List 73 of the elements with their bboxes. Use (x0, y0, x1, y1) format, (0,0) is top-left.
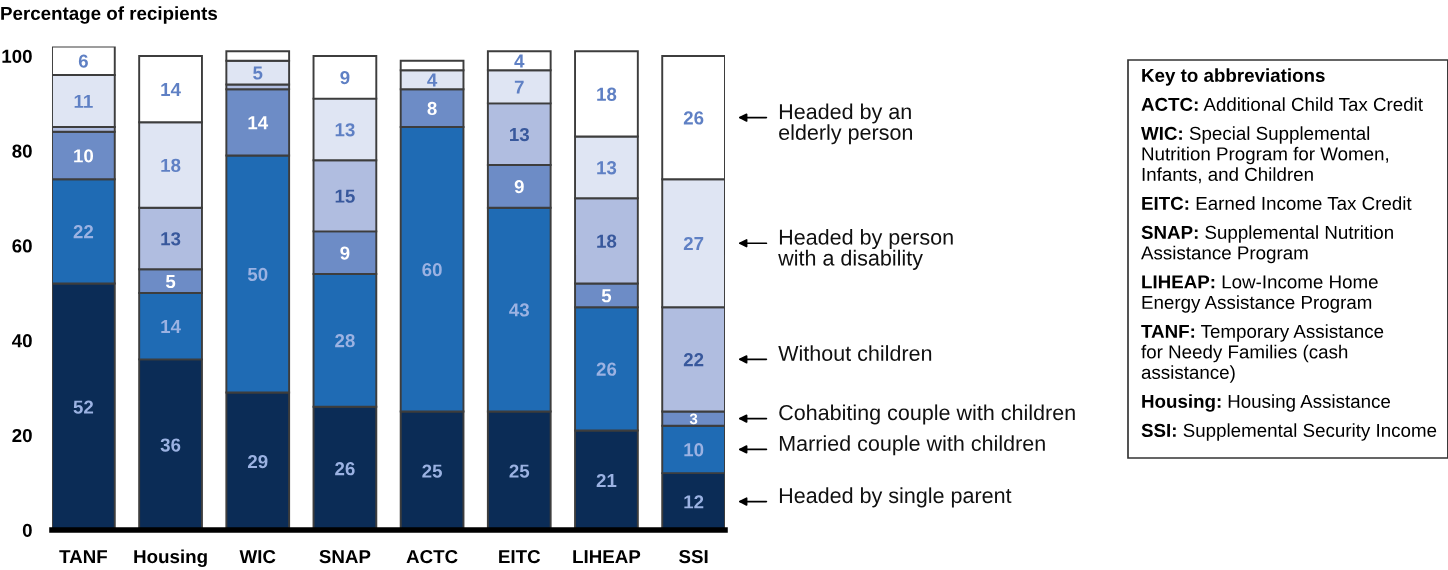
data-label: 9 (514, 180, 524, 194)
data-label: 52 (73, 400, 94, 414)
data-label: 26 (596, 362, 617, 376)
data-label: 14 (161, 83, 181, 96)
y-tick-label: 80 (12, 144, 32, 158)
text: SNAP: Supplemental Nutrition Assistance Program (1141, 225, 1393, 264)
data-label: 21 (596, 473, 617, 488)
x-tick-label: Housing (134, 549, 207, 568)
data-label: 5 (165, 275, 176, 289)
text: Key to abbreviations (1142, 68, 1325, 86)
data-label: 15 (335, 189, 355, 203)
text: Cohabiting couple with children (779, 404, 1075, 425)
data-label: 50 (247, 267, 268, 282)
text: EITC: Earned Income Tax Credit (1142, 196, 1412, 211)
text: LIHEAP: Low-Income Home Energy Assistance Program (1142, 275, 1378, 313)
data-label: 13 (335, 123, 355, 137)
data-label: 12 (684, 495, 704, 509)
data-label: 10 (684, 443, 704, 457)
data-label: 13 (597, 161, 617, 175)
x-tick-label: EITC (499, 549, 541, 564)
text: Headed by an elderly person (779, 103, 912, 145)
x-tick-label: ACTC (406, 549, 458, 564)
y-tick-label: 60 (12, 239, 32, 253)
data-label: 13 (161, 232, 181, 246)
data-label: 10 (74, 149, 94, 163)
data-label: 22 (683, 353, 704, 367)
data-label: 9 (340, 71, 350, 85)
data-label: 26 (683, 111, 704, 125)
y-axis-title: Percentage of recipients (1, 6, 218, 24)
data-label: 29 (247, 454, 268, 469)
text: Married couple with children (779, 435, 1045, 456)
data-label: 9 (340, 246, 350, 260)
text: Housing: Housing Assistance (1142, 394, 1391, 412)
data-label: 25 (509, 464, 530, 478)
x-tick-label: WIC (239, 549, 276, 564)
data-label: 14 (248, 116, 269, 130)
text: SSI: Supplemental Security Income (1141, 423, 1437, 441)
data-label: 3 (689, 413, 698, 425)
data-label: 27 (683, 236, 704, 251)
x-tick-label: SSI (679, 549, 708, 564)
data-label: 18 (161, 158, 181, 172)
data-label: 5 (601, 289, 612, 303)
x-tick-label: LIHEAP (573, 550, 641, 564)
text: Without children (778, 345, 932, 361)
data-label: 36 (160, 438, 181, 452)
y-tick-label: 0 (22, 523, 32, 537)
text: WIC: Special Supplemental Nutrition Program for Women, Infants, and Children (1141, 126, 1389, 184)
data-label: 60 (422, 262, 442, 277)
text: Headed by single parent (779, 487, 1012, 508)
data-label: 18 (597, 234, 617, 248)
y-tick-label: 40 (11, 334, 32, 348)
x-tick-label: TANF (59, 550, 107, 564)
data-label: 7 (514, 80, 524, 94)
text: ACTC: Additional Child Tax Credit (1141, 97, 1423, 112)
data-label: 6 (78, 54, 88, 68)
data-label: 11 (74, 94, 93, 108)
data-label: 26 (335, 462, 355, 476)
y-tick-label: 100 (2, 49, 32, 63)
x-tick-label: SNAP (319, 549, 371, 564)
data-label: 8 (427, 101, 437, 116)
data-label: 25 (422, 464, 442, 478)
data-label: 43 (509, 303, 530, 317)
y-tick-label: 20 (12, 428, 32, 443)
data-label: 4 (514, 54, 525, 68)
data-label: 28 (335, 334, 355, 348)
text: Headed by person with a disability (778, 229, 953, 270)
data-label: 22 (73, 225, 94, 239)
data-label: 13 (510, 127, 530, 142)
data-label: 4 (427, 73, 438, 87)
data-label: 14 (161, 320, 181, 333)
text: TANF: Temporary Assistance for Needy Families (cash assistance) (1141, 324, 1384, 383)
data-label: 5 (253, 66, 263, 80)
data-label: 18 (597, 87, 617, 101)
